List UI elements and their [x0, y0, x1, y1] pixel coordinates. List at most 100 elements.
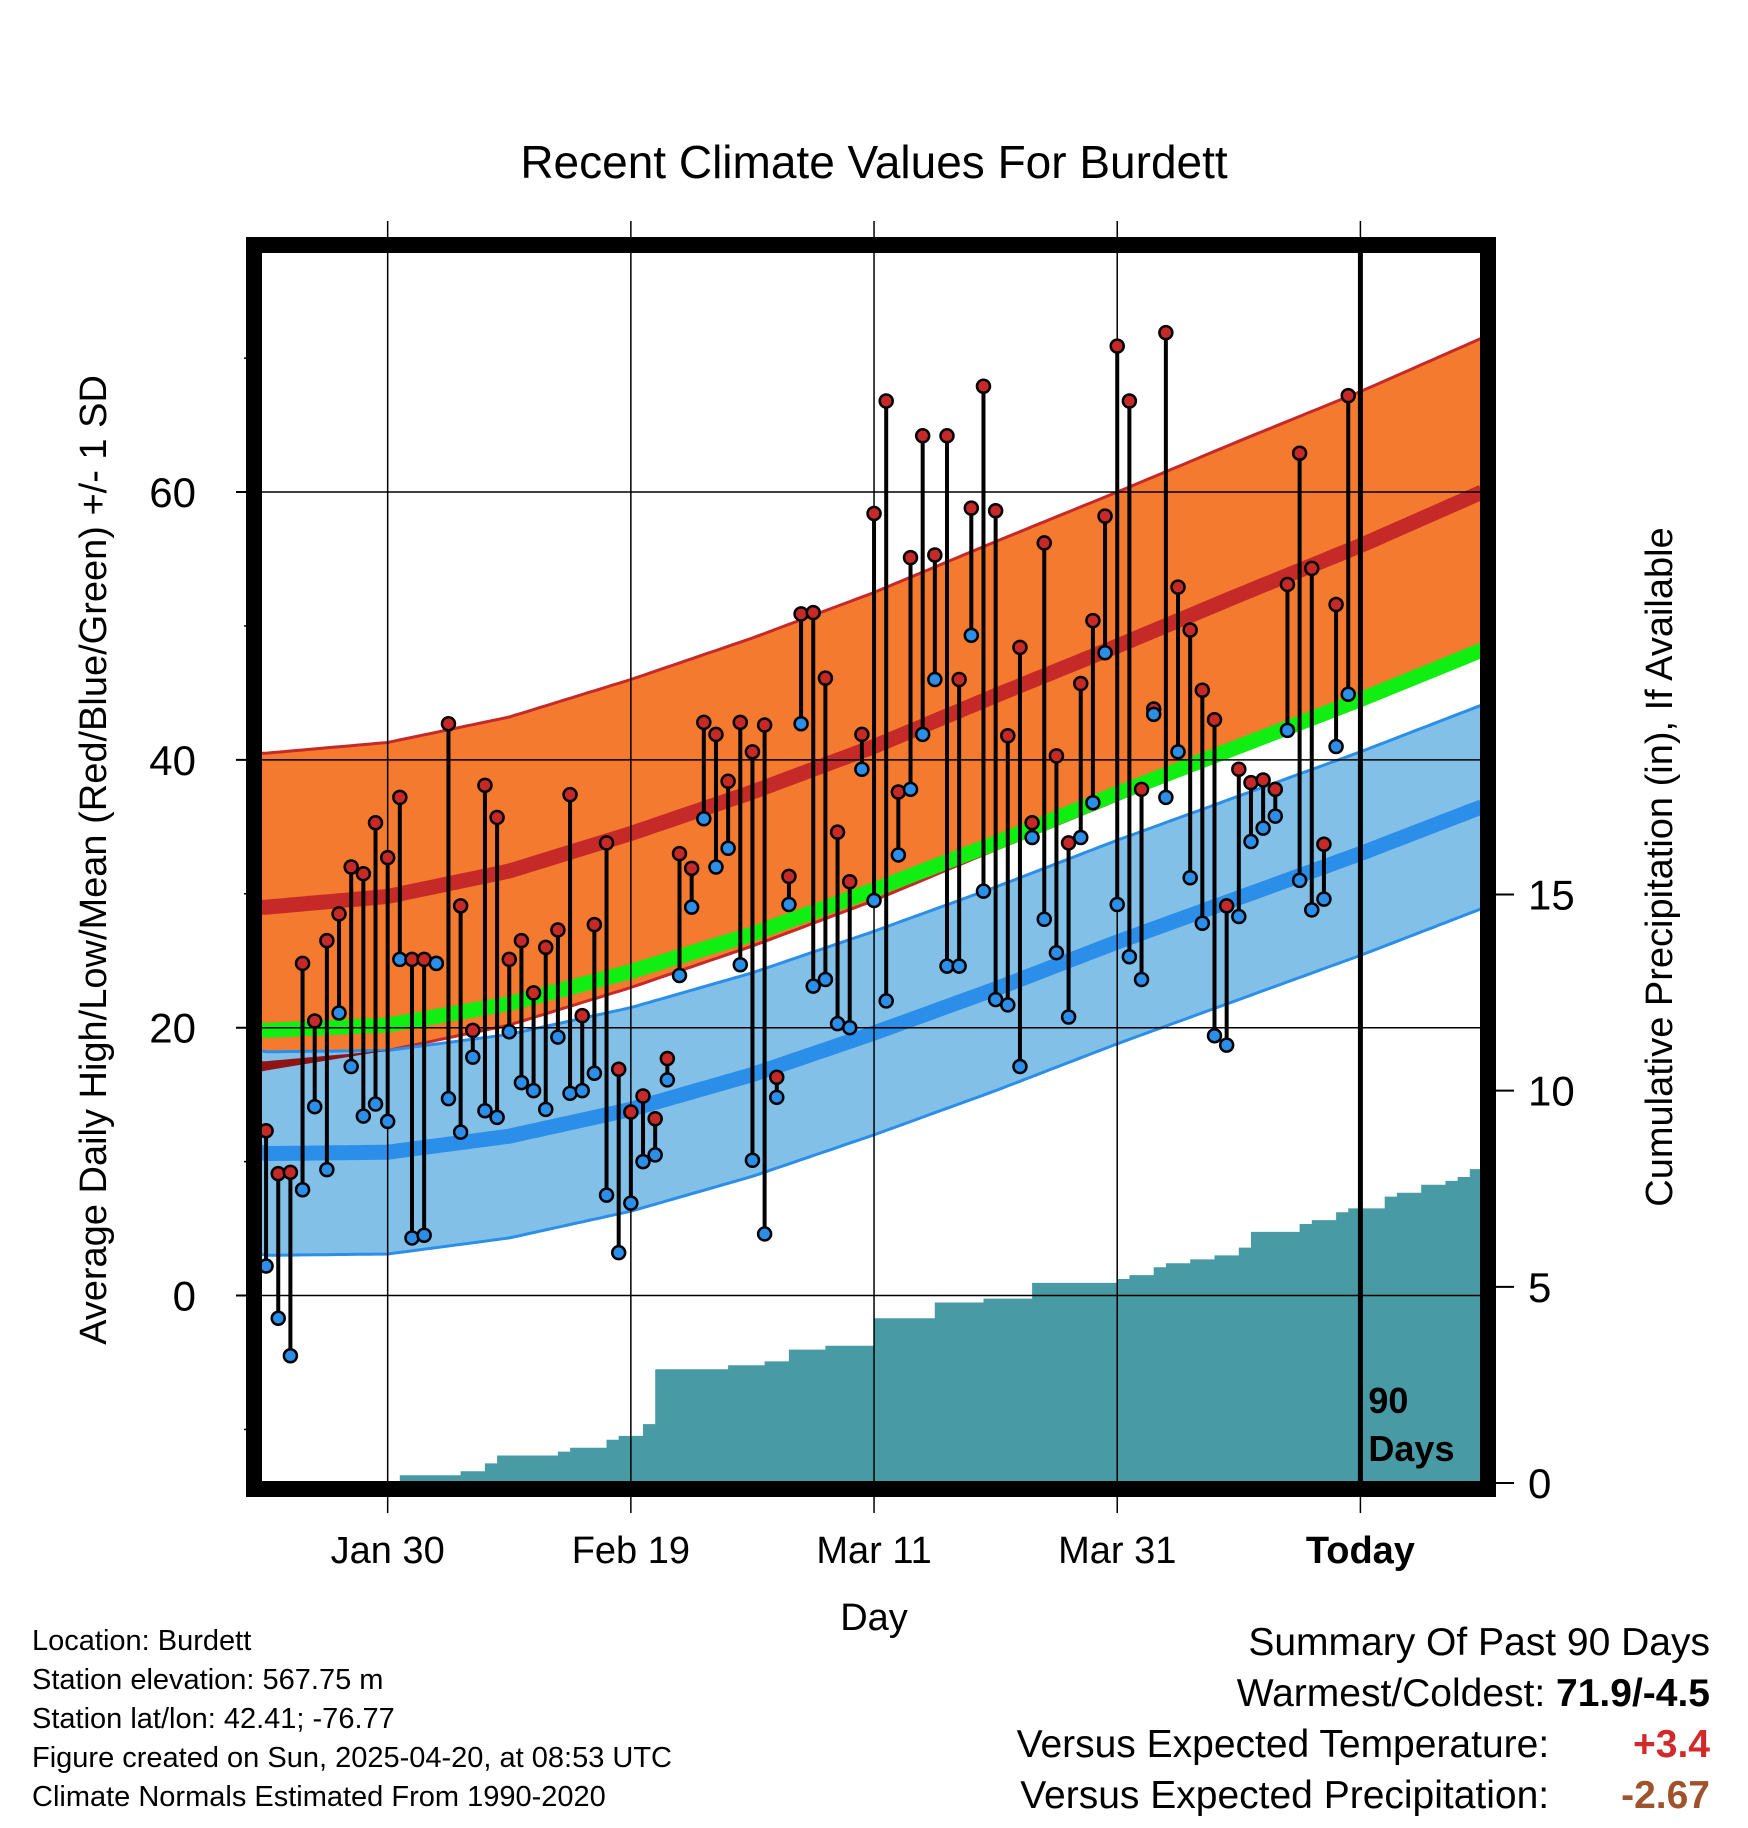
daily-low-point: [1170, 744, 1186, 760]
daily-high-point: [1085, 612, 1101, 629]
chart-title: Recent Climate Values For Burdett: [520, 136, 1228, 188]
daily-high-point: [756, 717, 773, 733]
daily-high-point: [635, 1088, 651, 1104]
daily-high-point: [392, 789, 408, 806]
daily-low-point: [1133, 971, 1150, 988]
daily-high-point: [1170, 579, 1186, 595]
daily-high-point: [282, 1164, 299, 1181]
daily-high-point: [574, 1007, 590, 1024]
daily-low-point: [270, 1310, 286, 1327]
daily-high-point: [1218, 898, 1235, 914]
daily-high-point: [987, 503, 1004, 519]
daily-high-point: [1328, 596, 1344, 613]
daily-low-point: [525, 1082, 542, 1099]
daily-low-point: [562, 1085, 578, 1102]
daily-high-point: [866, 505, 882, 522]
daily-low-point: [1328, 738, 1344, 755]
plot-area: 90 Days 0 20 40 60 0 5 10 15 Jan 30 Feb 19 Mar 11 Mar…: [149, 221, 1575, 1572]
plot-inner: 90 Days: [260, 251, 1482, 1483]
daily-high-point: [319, 932, 335, 949]
daily-low-point: [1267, 808, 1284, 824]
daily-high-point: [963, 500, 980, 516]
daily-low-point: [1255, 820, 1271, 836]
daily-high-point: [1267, 781, 1284, 798]
daily-low-point: [696, 811, 712, 827]
x-tick-label: Mar 31: [1058, 1530, 1176, 1572]
daily-high-point: [1072, 675, 1089, 692]
daily-high-point: [367, 815, 384, 831]
plot-frame: [246, 237, 1496, 1497]
daily-high-point: [525, 985, 542, 1001]
daily-low-point: [1024, 829, 1040, 846]
daily-high-point: [1279, 576, 1296, 593]
daily-high-point: [841, 873, 858, 890]
summary-warmest-row: Warmest/Coldest: 71.9/-4.5: [1017, 1668, 1710, 1719]
temp-departure-label: Versus Expected Temperature:: [1016, 1723, 1550, 1766]
daily-low-point: [319, 1161, 335, 1178]
daily-low-point: [1194, 915, 1211, 931]
daily-high-point: [1243, 774, 1259, 791]
daily-low-point: [914, 726, 931, 743]
daily-low-point: [1182, 869, 1198, 886]
daily-high-point: [598, 835, 615, 851]
y-tick-label-right: 10: [1528, 1068, 1575, 1115]
daily-low-point: [805, 978, 821, 994]
daily-low-point: [501, 1023, 518, 1040]
daily-high-point: [331, 906, 347, 922]
daily-high-point: [1291, 445, 1308, 461]
daily-low-point: [927, 671, 943, 688]
normals-text: Climate Normals Estimated From 1990-2020: [32, 1781, 606, 1813]
daily-low-point: [878, 993, 894, 1009]
daily-low-point: [732, 957, 749, 973]
daily-high-point: [1036, 535, 1053, 551]
daily-low-point: [477, 1102, 493, 1119]
daily-low-point: [1000, 997, 1016, 1013]
daily-high-point: [1206, 711, 1223, 728]
daily-low-point: [1316, 891, 1332, 907]
daily-high-point: [537, 939, 554, 956]
daily-low-point: [367, 1096, 384, 1112]
daily-high-point: [902, 549, 919, 566]
daily-high-point: [720, 773, 736, 790]
daily-low-point: [902, 781, 919, 798]
elevation-text: Station elevation: 567.75 m: [32, 1664, 384, 1696]
daily-low-point: [1048, 944, 1065, 961]
created-text: Figure created on Sun, 2025-04-20, at 08…: [32, 1742, 672, 1774]
daily-high-point: [951, 671, 967, 688]
daily-low-point: [537, 1101, 554, 1118]
normal-mean-line: [260, 643, 1482, 1038]
daily-low-point: [598, 1187, 615, 1203]
daily-low-point: [1243, 833, 1259, 850]
daily-low-point: [489, 1109, 505, 1126]
daily-high-point: [1255, 772, 1271, 788]
daily-high-point: [878, 393, 894, 409]
daily-high-point: [1000, 728, 1016, 744]
daily-low-point: [756, 1226, 773, 1242]
daily-high-point: [623, 1104, 639, 1120]
daily-low-point: [671, 967, 688, 984]
daily-high-point: [647, 1111, 663, 1127]
daily-low-point: [683, 899, 700, 915]
daily-high-point: [452, 898, 469, 914]
daily-high-point: [732, 714, 749, 731]
daily-low-point: [793, 715, 809, 732]
y-tick-label-right: 0: [1528, 1460, 1551, 1507]
daily-low-point: [1109, 896, 1125, 913]
daily-low-point: [1060, 1009, 1077, 1025]
daily-low-point: [720, 840, 736, 857]
daily-low-point: [465, 1049, 481, 1065]
y-tick-label-left: 20: [149, 1005, 196, 1052]
daily-low-point: [343, 1058, 359, 1075]
daily-high-point: [294, 955, 311, 972]
daily-low-point: [355, 1108, 372, 1124]
daily-low-point: [1291, 872, 1308, 889]
daily-low-point: [428, 955, 445, 972]
daily-high-point: [550, 922, 566, 938]
daily-low-point: [586, 1065, 603, 1081]
daily-high-point: [343, 859, 359, 875]
y-tick-label-left: 60: [149, 469, 196, 516]
daily-high-point: [939, 428, 955, 444]
precipitation-area: [387, 1165, 1482, 1483]
daily-low-point: [416, 1227, 432, 1244]
